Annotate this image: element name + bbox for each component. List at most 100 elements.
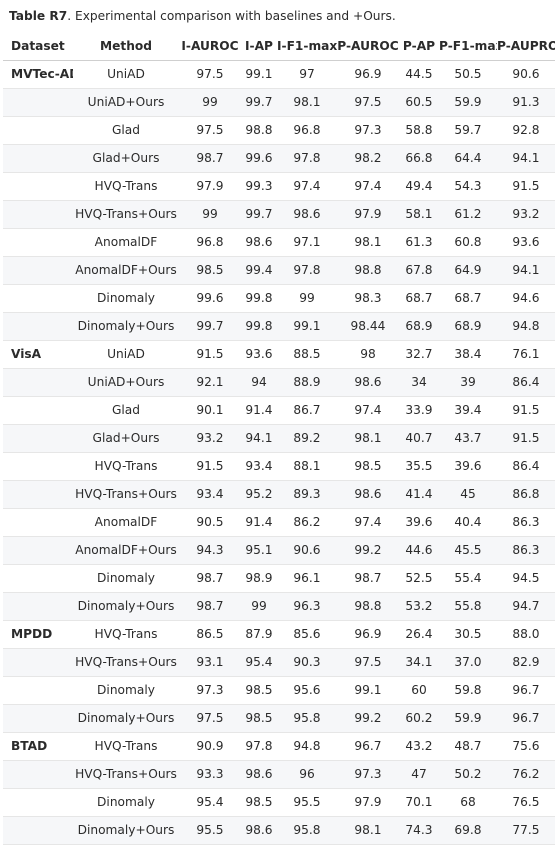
table-row: BTAD HVQ-Trans 90.9 97.8 94.8 96.7 43.2 48.7 75.… [3, 732, 555, 761]
metric-cell: 67.8 [399, 256, 439, 285]
dataset-cell [3, 228, 73, 257]
metric-cell: 97.3 [337, 116, 399, 145]
metric-cell: 32.7 [399, 340, 439, 369]
metric-cell: 97.8 [277, 144, 337, 173]
metric-cell: 98.8 [337, 592, 399, 621]
metric-cell: 88.9 [277, 368, 337, 397]
metric-cell: 98.7 [337, 564, 399, 593]
table-row: AnomalDF 90.5 91.4 86.2 97.4 39.6 40.4 86.3 [3, 508, 555, 537]
metric-cell: 26.4 [399, 620, 439, 649]
dataset-cell [3, 424, 73, 453]
metric-cell: 91.5 [497, 396, 555, 425]
metric-cell: 99.4 [241, 256, 277, 285]
metric-cell: 60.8 [439, 228, 497, 257]
method-cell: AnomalDF+Ours [73, 256, 179, 285]
method-cell: HVQ-Trans [73, 172, 179, 201]
table-row: MPDD HVQ-Trans 86.5 87.9 85.6 96.9 26.4 30.5 88.… [3, 620, 555, 649]
table-row: Dinomaly 97.3 98.5 95.6 99.1 60 59.8 96.7 [3, 676, 555, 705]
metric-cell: 97.5 [179, 116, 241, 145]
metric-cell: 77.5 [497, 816, 555, 845]
dataset-cell [3, 452, 73, 481]
method-cell: HVQ-Trans+Ours [73, 760, 179, 789]
column-header: P-AUPRO [497, 32, 555, 61]
metric-cell: 88.5 [277, 340, 337, 369]
metric-cell: 97.4 [337, 396, 399, 425]
metric-cell: 93.3 [179, 760, 241, 789]
table-row: HVQ-Trans 91.5 93.4 88.1 98.5 35.5 39.6 86.4 [3, 452, 555, 481]
metric-cell: 90.5 [179, 508, 241, 537]
method-cell: HVQ-Trans [73, 452, 179, 481]
metric-cell: 91.5 [497, 424, 555, 453]
metric-cell: 98.2 [337, 144, 399, 173]
metric-cell: 66.8 [399, 144, 439, 173]
metric-cell: 96.9 [337, 620, 399, 649]
method-cell: Dinomaly [73, 676, 179, 705]
column-header: P-AUROC [337, 32, 399, 61]
metric-cell: 89.2 [277, 424, 337, 453]
metric-cell: 68.7 [439, 284, 497, 313]
method-cell: HVQ-Trans+Ours [73, 648, 179, 677]
metric-cell: 38.4 [439, 340, 497, 369]
metric-cell: 99 [241, 592, 277, 621]
dataset-cell: VisA [3, 340, 73, 369]
metric-cell: 33.9 [399, 396, 439, 425]
column-header: I-F1-max [277, 32, 337, 61]
metric-cell: 94 [241, 368, 277, 397]
metric-cell: 85.6 [277, 620, 337, 649]
metric-cell: 98.5 [241, 788, 277, 817]
method-cell: Glad+Ours [73, 424, 179, 453]
method-cell: Dinomaly [73, 284, 179, 313]
table-row: Glad 97.5 98.8 96.8 97.3 58.8 59.7 92.8 [3, 116, 555, 145]
table-row: Dinomaly+Ours 99.7 99.8 99.1 98.44 68.9 68.9 94… [3, 312, 555, 341]
metric-cell: 53.2 [399, 592, 439, 621]
table-row: Glad+Ours 98.7 99.6 97.8 98.2 66.8 64.4 94.1 [3, 144, 555, 173]
metric-cell: 97.8 [277, 256, 337, 285]
dataset-cell [3, 592, 73, 621]
metric-cell: 98.5 [179, 256, 241, 285]
table-row: HVQ-Trans+Ours 93.3 98.6 96 97.3 47 50.2 76.2 [3, 760, 555, 789]
metric-cell: 95.6 [277, 676, 337, 705]
results-table: Dataset Method I-AUROC I-AP I-F1-max P-AUROC P… [3, 32, 555, 845]
column-header: Method [73, 32, 179, 61]
metric-cell: 50.5 [439, 60, 497, 89]
metric-cell: 60 [399, 676, 439, 705]
metric-cell: 86.3 [497, 536, 555, 565]
method-cell: UniAD+Ours [73, 368, 179, 397]
metric-cell: 91.5 [497, 172, 555, 201]
metric-cell: 43.7 [439, 424, 497, 453]
metric-cell: 40.7 [399, 424, 439, 453]
metric-cell: 98.5 [241, 676, 277, 705]
metric-cell: 93.6 [241, 340, 277, 369]
metric-cell: 45 [439, 480, 497, 509]
metric-cell: 97.9 [179, 172, 241, 201]
metric-cell: 99.2 [337, 536, 399, 565]
metric-cell: 35.5 [399, 452, 439, 481]
metric-cell: 95.4 [179, 788, 241, 817]
metric-cell: 41.4 [399, 480, 439, 509]
metric-cell: 64.9 [439, 256, 497, 285]
column-header: P-AP [399, 32, 439, 61]
dataset-cell [3, 116, 73, 145]
method-cell: Dinomaly+Ours [73, 704, 179, 733]
metric-cell: 98.6 [241, 228, 277, 257]
metric-cell: 95.1 [241, 536, 277, 565]
metric-cell: 58.8 [399, 116, 439, 145]
metric-cell: 92.8 [497, 116, 555, 145]
metric-cell: 98.6 [241, 816, 277, 845]
table-row: HVQ-Trans+Ours 99 99.7 98.6 97.9 58.1 61.2 93.2 [3, 200, 555, 229]
metric-cell: 99.8 [241, 312, 277, 341]
table-row: AnomalDF 96.8 98.6 97.1 98.1 61.3 60.8 93.6 [3, 228, 555, 257]
metric-cell: 34.1 [399, 648, 439, 677]
metric-cell: 30.5 [439, 620, 497, 649]
table-row: UniAD+Ours 99 99.7 98.1 97.5 60.5 59.9 91.3 [3, 88, 555, 117]
metric-cell: 43.2 [399, 732, 439, 761]
metric-cell: 91.5 [179, 452, 241, 481]
metric-cell: 68.9 [399, 312, 439, 341]
metric-cell: 97.3 [179, 676, 241, 705]
metric-cell: 96 [277, 760, 337, 789]
metric-cell: 86.8 [497, 480, 555, 509]
metric-cell: 94.5 [497, 564, 555, 593]
metric-cell: 98.6 [337, 368, 399, 397]
table-row: AnomalDF+Ours 94.3 95.1 90.6 99.2 44.6 45.5 86.… [3, 536, 555, 565]
method-cell: Glad [73, 116, 179, 145]
